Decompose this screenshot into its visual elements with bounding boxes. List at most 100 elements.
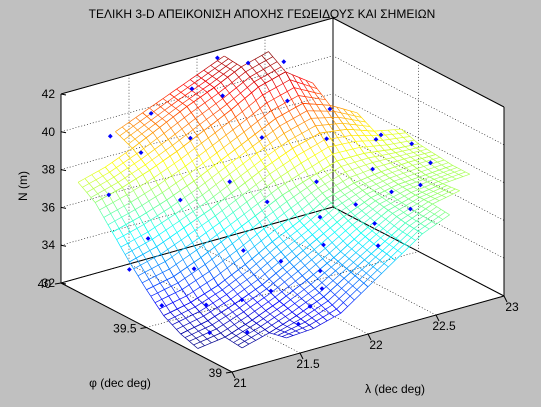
surface-mesh-line <box>202 189 210 196</box>
surface-mesh-line <box>365 164 371 170</box>
surface-mesh-line <box>284 251 293 258</box>
surface-mesh-line <box>283 235 291 242</box>
surface-mesh-line <box>289 315 297 321</box>
surface-mesh-line <box>312 292 320 298</box>
surface-mesh-line <box>291 328 296 332</box>
surface-mesh-line <box>286 91 292 100</box>
surface-mesh-line <box>300 110 308 115</box>
surface-mesh-line <box>235 116 241 125</box>
surface-mesh-line <box>281 140 289 146</box>
surface-mesh-line <box>228 205 234 213</box>
surface-mesh-line <box>200 341 205 346</box>
surface-mesh-line <box>424 226 430 230</box>
surface-mesh-line <box>160 172 166 181</box>
surface-mesh-line <box>294 303 300 308</box>
surface-mesh-line <box>167 244 175 250</box>
surface-mesh-line <box>348 194 356 200</box>
surface-mesh-line <box>223 142 231 148</box>
surface-mesh-line <box>298 302 307 308</box>
surface-mesh-line <box>358 236 366 244</box>
surface-mesh-line <box>381 210 389 217</box>
surface-mesh-line <box>411 213 420 219</box>
surface-mesh-line <box>364 253 372 261</box>
surface-mesh-line <box>400 240 405 245</box>
surface-mesh-line <box>301 133 307 141</box>
surface-mesh-line <box>211 259 217 267</box>
surface-mesh-line <box>182 254 190 260</box>
surface-mesh-line <box>135 174 143 180</box>
surface-mesh-line <box>280 91 288 96</box>
surface-mesh-line <box>348 281 353 287</box>
surface-mesh-line <box>324 183 330 190</box>
surface-mesh-line <box>302 269 310 276</box>
surface-mesh-line <box>260 186 268 192</box>
surface-mesh-line <box>326 257 335 264</box>
surface-mesh-line <box>145 132 154 139</box>
surface-mesh-line <box>211 172 219 178</box>
surface-mesh-line <box>357 152 365 156</box>
surface-mesh-line <box>285 71 293 76</box>
surface-mesh-line <box>255 289 261 294</box>
surface-mesh-line <box>370 217 375 222</box>
surface-mesh-line <box>307 254 312 261</box>
surface-mesh-line <box>173 96 179 101</box>
surface-mesh-line <box>239 279 248 285</box>
surface-mesh-line <box>205 307 211 313</box>
surface-mesh-line <box>254 310 260 316</box>
surface-mesh-line <box>141 282 147 290</box>
surface-mesh-line <box>271 157 280 163</box>
surface-mesh-line <box>391 134 397 139</box>
surface-mesh-line <box>202 275 208 283</box>
surface-mesh-line <box>313 243 322 250</box>
surface-mesh-line <box>378 174 386 179</box>
surface-mesh-line <box>385 134 390 140</box>
surface-mesh-line <box>338 175 344 182</box>
surface-mesh-line <box>423 163 431 167</box>
surface-mesh-line <box>404 237 412 245</box>
surface-mesh-line <box>225 129 234 136</box>
surface-mesh-line <box>112 202 118 210</box>
surface-mesh-line <box>423 196 431 200</box>
surface-mesh-line <box>342 122 350 125</box>
surface-mesh-line <box>139 116 148 122</box>
surface-mesh-line <box>314 92 320 99</box>
surface-mesh-line <box>93 184 101 189</box>
surface-mesh-line <box>135 117 141 122</box>
surface-mesh-line <box>265 305 273 311</box>
surface-mesh-line <box>136 228 142 236</box>
surface-mesh-line <box>98 166 106 172</box>
surface-mesh-line <box>381 153 389 156</box>
surface-mesh-line <box>299 77 307 81</box>
data-point <box>324 136 330 142</box>
surface-mesh-line <box>367 174 375 178</box>
surface-mesh-line <box>254 58 260 65</box>
surface-mesh-line <box>288 280 296 287</box>
surface-mesh-line <box>142 254 148 262</box>
surface-mesh-line <box>166 195 174 201</box>
surface-mesh-line <box>393 192 401 198</box>
surface-mesh-line <box>314 309 319 314</box>
surface-mesh-line <box>169 264 177 270</box>
surface-mesh-line <box>327 294 336 302</box>
surface-mesh-line <box>131 173 137 180</box>
surface-mesh-line <box>271 324 277 329</box>
surface-mesh-line <box>270 143 275 151</box>
surface-mesh-line <box>307 158 313 167</box>
surface-mesh-line <box>401 202 407 206</box>
surface-mesh-line <box>250 284 256 290</box>
surface-mesh-line <box>226 103 232 110</box>
surface-mesh-line <box>408 161 413 166</box>
surface-mesh-line <box>198 232 207 238</box>
surface-mesh-line <box>321 150 327 159</box>
surface-mesh-line <box>250 306 255 312</box>
surface-mesh-line <box>200 252 208 258</box>
surface-mesh-line <box>310 143 318 149</box>
surface-mesh-line <box>358 242 363 247</box>
surface-mesh-line <box>223 324 228 330</box>
surface-mesh-line <box>276 309 282 314</box>
data-point <box>389 189 394 195</box>
surface-mesh-line <box>397 243 405 251</box>
surface-mesh-line <box>412 162 420 166</box>
surface-mesh-line <box>237 340 245 346</box>
surface-mesh-line <box>405 201 414 206</box>
